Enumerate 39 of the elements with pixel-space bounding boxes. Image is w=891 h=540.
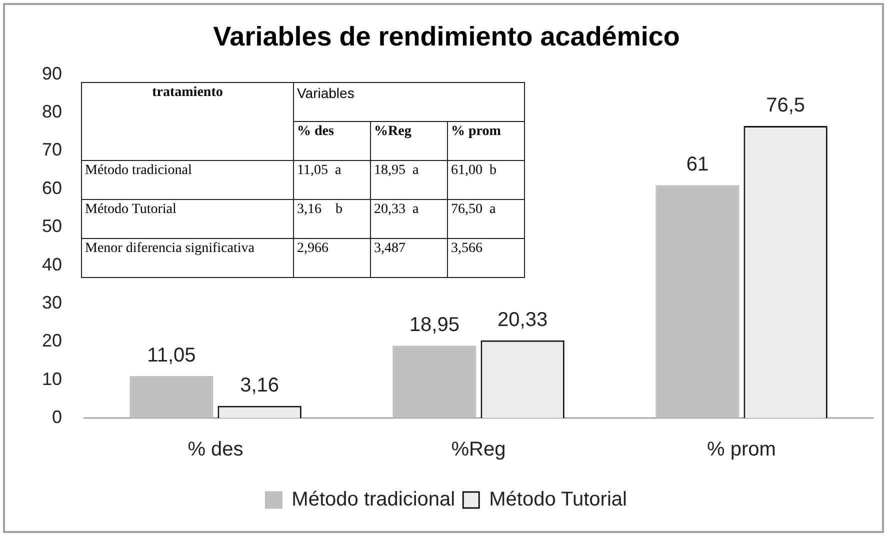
annotation: %Reg xyxy=(370,122,448,160)
y-tick-label: 10 xyxy=(42,368,62,389)
annotation: 61,00 b xyxy=(448,160,524,200)
data-label: 11,05 xyxy=(147,344,196,366)
data-label: 20,33 xyxy=(498,308,548,331)
x-tick-label: % des xyxy=(188,438,244,461)
x-tick-label: %Reg xyxy=(451,438,506,461)
data-label: 18,95 xyxy=(409,314,460,336)
annotation: 3,487 xyxy=(370,238,448,278)
y-tick-label: 40 xyxy=(42,254,62,274)
annotation: % prom xyxy=(448,122,524,160)
annotation: 3,566 xyxy=(448,238,524,278)
data-label: 76,5 xyxy=(766,94,806,116)
annotation: 20,33 a xyxy=(370,200,448,238)
y-tick-label: 80 xyxy=(42,102,62,122)
legend-label: Método Tutorial xyxy=(489,488,627,511)
annotation: 11,05 a xyxy=(294,160,370,200)
x-tick-label: % prom xyxy=(707,438,776,461)
annotation: 3,16 b xyxy=(294,200,370,238)
annotation: % des xyxy=(294,122,370,160)
annotation: 76,50 a xyxy=(448,200,524,238)
data-label: 3,16 xyxy=(240,374,280,396)
y-tick-label: 20 xyxy=(42,330,62,351)
annotation: tratamiento xyxy=(82,82,294,160)
annotation: 2,966 xyxy=(294,238,370,278)
legend-label: Método tradicional xyxy=(292,488,456,511)
y-tick-label: 0 xyxy=(52,406,62,427)
annotation: Variables xyxy=(294,82,524,122)
y-tick-label: 50 xyxy=(42,216,62,236)
annotation: Método Tutorial xyxy=(82,200,294,238)
y-tick-label: 90 xyxy=(42,63,62,84)
annotation: 18,95 a xyxy=(370,160,448,200)
chart-title: Variables de rendimiento académico xyxy=(213,22,680,52)
annotation: Menor diferencia significativa xyxy=(82,238,294,278)
y-tick-label: 70 xyxy=(42,140,62,160)
data-label: 61 xyxy=(686,154,709,176)
y-tick-label: 60 xyxy=(42,178,62,198)
annotation: Método tradicional xyxy=(82,160,294,200)
y-tick-label: 30 xyxy=(42,292,62,312)
